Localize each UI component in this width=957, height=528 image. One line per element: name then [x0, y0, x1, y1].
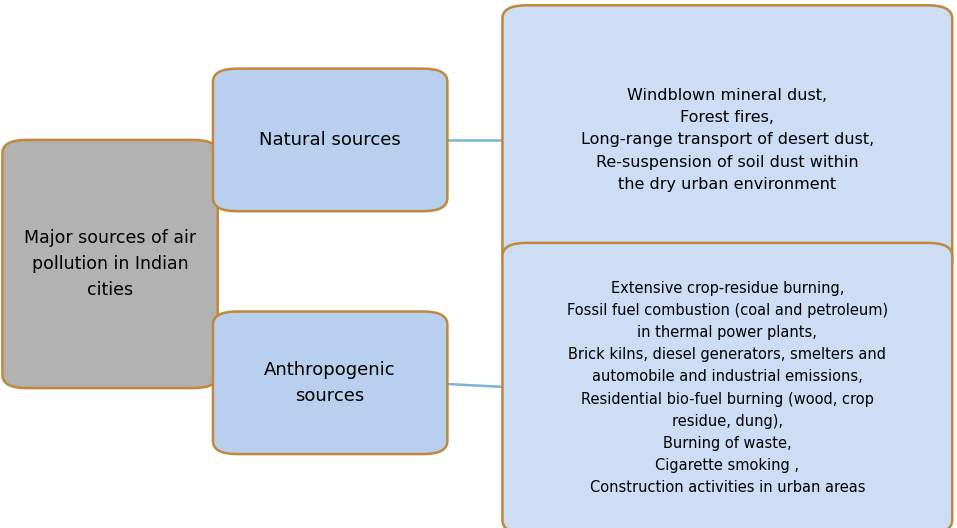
FancyBboxPatch shape	[502, 5, 952, 275]
Text: Windblown mineral dust,
Forest fires,
Long-range transport of desert dust,
Re-su: Windblown mineral dust, Forest fires, Lo…	[581, 88, 874, 192]
FancyBboxPatch shape	[3, 140, 218, 388]
FancyBboxPatch shape	[212, 312, 448, 454]
Text: Major sources of air
pollution in Indian
cities: Major sources of air pollution in Indian…	[24, 229, 196, 299]
FancyBboxPatch shape	[502, 243, 952, 528]
Text: Anthropogenic
sources: Anthropogenic sources	[264, 361, 396, 405]
Text: Extensive crop-residue burning,
Fossil fuel combustion (coal and petroleum)
in t: Extensive crop-residue burning, Fossil f…	[567, 281, 888, 495]
Text: Natural sources: Natural sources	[259, 131, 401, 149]
FancyBboxPatch shape	[212, 69, 448, 211]
